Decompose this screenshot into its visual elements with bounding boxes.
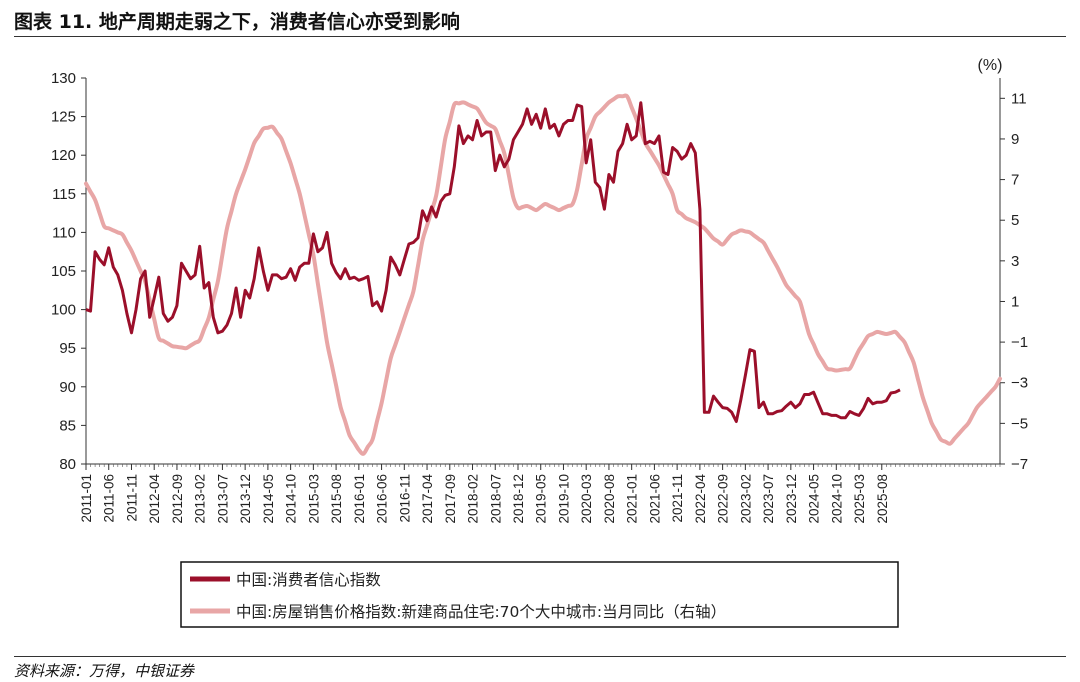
right-axis-unit: (%) xyxy=(978,57,1003,74)
x-axis-tick-label: 2013-07 xyxy=(215,474,230,524)
chart-title: 图表 11. 地产周期走弱之下，消费者信心亦受到影响 xyxy=(14,11,460,33)
x-axis-tick-label: 2021-11 xyxy=(670,474,685,523)
left-axis-tick-label: 80 xyxy=(59,456,76,473)
x-axis-tick-label: 2012-09 xyxy=(170,474,185,524)
x-axis-tick-label: 2011-11 xyxy=(124,474,139,522)
x-axis-tick-label: 2019-05 xyxy=(534,474,549,524)
x-axis-tick-label: 2025-03 xyxy=(852,474,867,524)
left-axis-tick-label: 115 xyxy=(52,186,76,203)
series-line-consumer-confidence xyxy=(85,101,901,423)
x-axis-tick-label: 2018-12 xyxy=(511,474,526,524)
legend-label-series-1: 中国:消费者信心指数 xyxy=(236,571,381,589)
x-axis-tick-label: 2021-06 xyxy=(647,474,662,524)
x-axis-tick-label: 2015-08 xyxy=(329,474,344,524)
x-axis-tick-label: 2016-01 xyxy=(352,474,367,524)
x-axis-tick-label: 2016-11 xyxy=(397,474,412,523)
left-axis-tick-label: 100 xyxy=(51,302,76,319)
x-axis-tick-label: 2024-10 xyxy=(829,474,844,524)
x-axis-tick-label: 2018-07 xyxy=(488,474,503,524)
title-divider xyxy=(14,36,1066,37)
left-axis-tick-label: 85 xyxy=(59,417,76,434)
left-axis-tick-label: 125 xyxy=(51,109,76,126)
right-axis-tick-label: −7 xyxy=(1011,456,1028,473)
x-axis-tick-label: 2025-08 xyxy=(875,474,890,524)
x-axis-tick-label: 2020-08 xyxy=(602,474,617,524)
x-axis-tick-label: 2014-05 xyxy=(261,474,276,524)
x-axis-tick-label: 2023-12 xyxy=(784,474,799,524)
right-axis-tick-label: −3 xyxy=(1011,375,1028,392)
x-axis-tick-label: 2024-05 xyxy=(807,474,822,524)
x-axis-tick-label: 2023-02 xyxy=(738,474,753,524)
legend: 中国:消费者信心指数 中国:房屋销售价格指数:新建商品住宅:70个大中城市:当月… xyxy=(180,561,899,628)
x-axis-tick-label: 2020-03 xyxy=(579,474,594,524)
left-axis-tick-label: 90 xyxy=(59,379,76,396)
x-axis-tick-label: 2022-04 xyxy=(693,474,708,524)
left-axis-tick-label: 120 xyxy=(51,147,76,164)
left-axis-tick-label: 105 xyxy=(51,263,76,280)
right-axis-tick-label: 7 xyxy=(1011,172,1019,189)
x-axis-tick-label: 2014-10 xyxy=(284,474,299,524)
right-axis-tick-label: −5 xyxy=(1011,415,1028,432)
right-axis-tick-label: 11 xyxy=(1011,90,1027,107)
right-axis-tick-label: 1 xyxy=(1011,293,1019,310)
left-axis-tick-label: 110 xyxy=(52,224,76,241)
right-axis-tick-label: 5 xyxy=(1011,212,1019,229)
source-divider xyxy=(14,656,1066,657)
series-line-house-price-yoy xyxy=(84,93,1002,456)
left-axis-tick-label: 130 xyxy=(51,70,76,87)
left-axis-tick-label: 95 xyxy=(59,340,76,357)
chart-svg: 80 85 90 95 100 105 110 115 120 125 130 11 9 7 5 3 1 −1 −3… xyxy=(51,57,1028,628)
x-axis-tick-label: 2013-12 xyxy=(238,474,253,524)
legend-box xyxy=(180,561,899,628)
x-axis-tick-label: 2012-04 xyxy=(147,474,162,524)
series-group xyxy=(84,93,1002,456)
x-axis-tick-label: 2017-04 xyxy=(420,474,435,524)
x-axis-tick-label: 2011-06 xyxy=(102,474,117,523)
right-axis-tick-label: −1 xyxy=(1011,334,1028,351)
x-axis-tick-label: 2015-03 xyxy=(306,474,321,524)
legend-label-series-2: 中国:房屋销售价格指数:新建商品住宅:70个大中城市:当月同比（右轴） xyxy=(236,603,726,621)
x-axis-tick-label: 2021-01 xyxy=(625,474,640,524)
right-axis-tick-label: 9 xyxy=(1011,131,1019,148)
axes-group: 80 85 90 95 100 105 110 115 120 125 130 11 9 7 5 3 1 −1 −3… xyxy=(51,57,1028,524)
right-axis-tick-label: 3 xyxy=(1011,253,1019,270)
x-axis-tick-label: 2018-02 xyxy=(466,474,481,524)
x-axis-tick-label: 2017-09 xyxy=(443,474,458,524)
x-axis-tick-label: 2016-06 xyxy=(375,474,390,524)
x-axis-tick-label: 2022-09 xyxy=(716,474,731,524)
x-axis-tick-label: 2023-07 xyxy=(761,474,776,524)
x-axis-tick-label: 2013-02 xyxy=(193,474,208,524)
x-axis-tick-label: 2011-01 xyxy=(79,474,94,523)
source-note: 资料来源：万得，中银证券 xyxy=(14,662,195,680)
x-axis-tick-label: 2019-10 xyxy=(556,474,571,524)
